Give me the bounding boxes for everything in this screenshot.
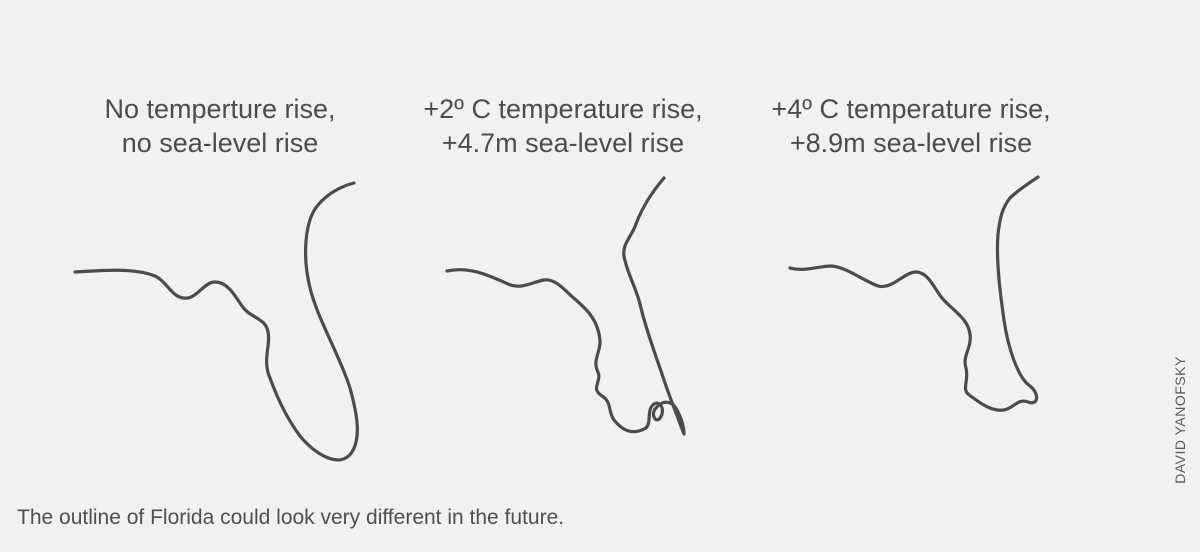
panel-title-line-2: +8.9m sea-level rise — [789, 128, 1033, 158]
panel-title-line-2: no sea-level rise — [121, 128, 319, 158]
figure-caption: The outline of Florida could look very d… — [17, 506, 565, 529]
panel-title-line-1: +4º C temperature rise, — [771, 94, 1051, 124]
florida-outline-plus-4c — [788, 175, 1040, 412]
florida-outline-current — [73, 181, 359, 462]
panel-title-line-2: +4.7m sea-level rise — [441, 128, 685, 158]
florida-outline-plus-2c — [445, 176, 686, 436]
author-credit: DAVID YANOFSKY — [1172, 356, 1188, 484]
panel-title-plus-2c: +2º C temperature rise, +4.7m sea-level … — [383, 92, 743, 160]
panel-title-line-1: +2º C temperature rise, — [423, 94, 703, 124]
panel-title-line-1: No temperture rise, — [104, 94, 336, 124]
panel-title-no-rise: No temperture rise, no sea-level rise — [40, 92, 400, 160]
panel-title-plus-4c: +4º C temperature rise, +8.9m sea-level … — [731, 92, 1091, 160]
